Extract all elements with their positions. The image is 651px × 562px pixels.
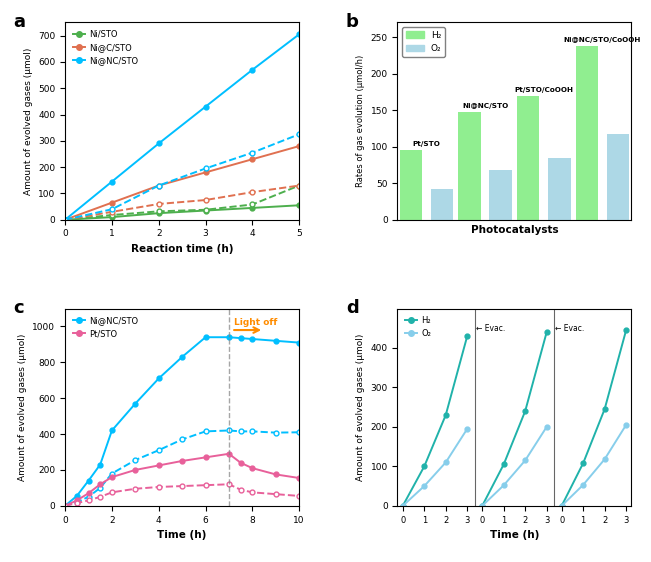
Bar — [548, 158, 570, 220]
Text: Light off: Light off — [234, 318, 277, 327]
Legend: Ni@NC/STO, Pt/STO: Ni@NC/STO, Pt/STO — [69, 312, 142, 342]
X-axis label: Reaction time (h): Reaction time (h) — [131, 244, 233, 254]
Text: b: b — [346, 12, 359, 30]
X-axis label: Photocatalysts: Photocatalysts — [471, 225, 559, 235]
Text: ← Evac.: ← Evac. — [476, 324, 505, 333]
Bar — [431, 189, 453, 220]
Y-axis label: Amount of evolved gases (μmol): Amount of evolved gases (μmol) — [23, 47, 33, 195]
Legend: H₂, O₂: H₂, O₂ — [402, 312, 435, 342]
Bar — [607, 134, 630, 220]
Text: ← Evac.: ← Evac. — [555, 324, 585, 333]
Bar — [400, 151, 422, 220]
Y-axis label: Amount of evolved gases (μmol): Amount of evolved gases (μmol) — [18, 333, 27, 481]
Legend: H₂, O₂: H₂, O₂ — [402, 27, 445, 57]
Text: d: d — [346, 298, 359, 316]
Text: Pt/STO/CoOOH: Pt/STO/CoOOH — [514, 87, 574, 93]
Bar — [517, 96, 540, 220]
Y-axis label: Rates of gas evolution (μmol/h): Rates of gas evolution (μmol/h) — [356, 55, 365, 187]
Bar — [575, 46, 598, 220]
Bar — [490, 170, 512, 220]
X-axis label: Time (h): Time (h) — [490, 530, 539, 540]
X-axis label: Time (h): Time (h) — [158, 530, 207, 540]
Text: Pt/STO: Pt/STO — [413, 142, 440, 147]
Y-axis label: Amount of evolved gases (μmol): Amount of evolved gases (μmol) — [356, 333, 365, 481]
Text: Ni@NC/STO/CoOOH: Ni@NC/STO/CoOOH — [564, 37, 641, 43]
Text: c: c — [14, 298, 24, 316]
Bar — [458, 112, 480, 220]
Text: Ni@NC/STO: Ni@NC/STO — [462, 103, 508, 108]
Legend: Ni/STO, Ni@C/STO, Ni@NC/STO: Ni/STO, Ni@C/STO, Ni@NC/STO — [69, 26, 142, 69]
Text: a: a — [14, 12, 25, 30]
